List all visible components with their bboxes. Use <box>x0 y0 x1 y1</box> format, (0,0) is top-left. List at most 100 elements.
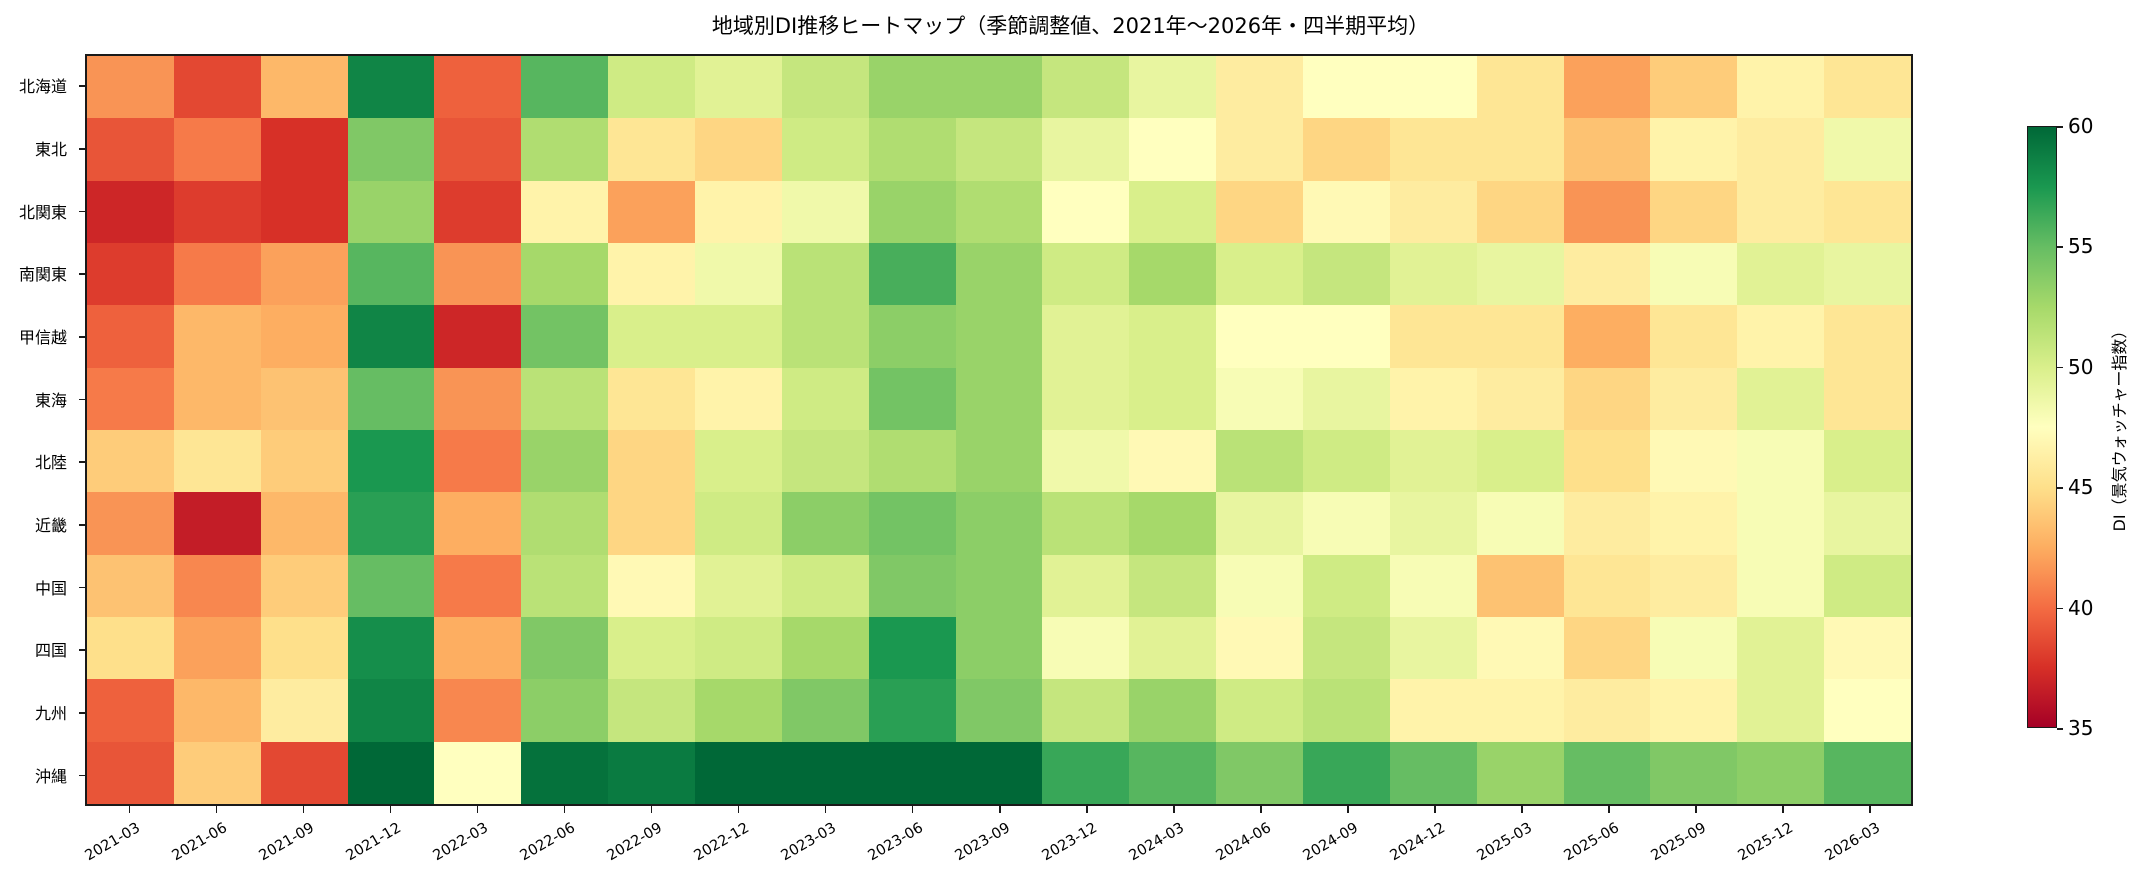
colorbar-tick-mark <box>2057 126 2063 128</box>
heatmap-cell <box>173 367 261 430</box>
heatmap-cell <box>434 429 522 493</box>
heatmap-cell <box>1129 56 1217 119</box>
heatmap-cell <box>1129 305 1217 368</box>
y-tick-mark <box>79 273 85 275</box>
heatmap-cell <box>1042 367 1130 430</box>
x-tick-mark <box>1173 806 1175 813</box>
heatmap-cell <box>1737 554 1825 617</box>
heatmap-cell <box>1476 616 1564 680</box>
heatmap-cell <box>868 118 956 181</box>
heatmap-cell <box>781 554 869 617</box>
heatmap-cell <box>955 492 1043 555</box>
heatmap-cell <box>1042 492 1130 555</box>
heatmap-cell <box>781 679 869 742</box>
heatmap-cell <box>1737 56 1825 119</box>
heatmap-cell <box>1216 367 1303 430</box>
heatmap-cell <box>955 616 1043 680</box>
heatmap-cell <box>694 242 782 306</box>
heatmap-cell <box>434 118 522 181</box>
colorbar-tick-label: 50 <box>2068 354 2094 379</box>
heatmap-cell <box>1042 56 1130 119</box>
heatmap-cell <box>868 741 956 804</box>
heatmap-cell <box>781 741 869 804</box>
heatmap-cell <box>260 242 348 306</box>
heatmap-cell <box>434 492 522 555</box>
y-tick-mark <box>79 586 85 589</box>
heatmap-cell <box>1476 242 1564 306</box>
heatmap-cell <box>1824 367 1911 430</box>
heatmap-cell <box>1476 679 1564 742</box>
heatmap-cell <box>1476 118 1564 181</box>
y-tick-label: 南関東 <box>18 265 67 285</box>
heatmap-cell <box>1042 616 1130 680</box>
heatmap-cell <box>521 741 609 804</box>
y-tick-mark <box>79 85 85 87</box>
heatmap-cell <box>694 492 782 555</box>
heatmap-cell <box>1824 242 1911 306</box>
heatmap-cell <box>173 118 261 181</box>
colorbar-tick-label: 40 <box>2068 595 2094 620</box>
heatmap-cell <box>521 554 609 617</box>
heatmap-cell <box>955 118 1043 181</box>
heatmap-cell <box>694 429 782 493</box>
heatmap-cell <box>1737 118 1825 181</box>
heatmap-cell <box>1302 616 1390 680</box>
heatmap-cell <box>781 118 869 181</box>
heatmap-cell <box>694 56 782 119</box>
x-tick-label: 2026-03 <box>1822 820 1884 865</box>
heatmap-cell <box>1302 554 1390 617</box>
heatmap-cell <box>1302 741 1390 804</box>
heatmap-cell <box>521 305 609 368</box>
heatmap-cell <box>955 242 1043 306</box>
heatmap-cell <box>1824 118 1911 181</box>
x-tick-mark <box>911 806 914 813</box>
heatmap-cell <box>1042 554 1130 617</box>
heatmap-cell <box>1042 305 1130 368</box>
heatmap-cell <box>1737 741 1825 804</box>
heatmap-cell <box>781 180 869 243</box>
heatmap-cell <box>1476 492 1564 555</box>
heatmap-cell <box>1389 492 1477 555</box>
heatmap-cell <box>608 305 695 368</box>
heatmap-cell <box>694 741 782 804</box>
x-tick-mark <box>1608 806 1610 813</box>
heatmap-cell <box>1129 367 1217 430</box>
heatmap-cell <box>521 56 609 119</box>
x-tick-label: 2021-03 <box>82 820 143 865</box>
heatmap-cell <box>347 554 435 617</box>
heatmap-cell <box>694 616 782 680</box>
heatmap-cell <box>1216 492 1303 555</box>
heatmap-cell <box>347 429 435 493</box>
heatmap-cell <box>868 429 956 493</box>
heatmap-cell <box>1824 616 1911 680</box>
heatmap-cell <box>1129 242 1217 306</box>
x-tick-mark <box>1521 806 1523 813</box>
heatmap-cell <box>1737 679 1825 742</box>
heatmap-cell <box>1216 679 1303 742</box>
colorbar-tick-label: 60 <box>2068 114 2094 138</box>
heatmap-cell <box>347 367 435 430</box>
heatmap-cell <box>347 741 435 804</box>
heatmap-cell <box>521 367 609 430</box>
y-tick-mark <box>79 649 85 651</box>
heatmap-grid <box>87 56 1911 804</box>
colorbar-tick-label: 55 <box>2068 234 2094 259</box>
heatmap-cell <box>955 554 1043 617</box>
heatmap-cell <box>781 242 869 306</box>
heatmap-cell <box>1389 741 1477 804</box>
heatmap-cell <box>1389 56 1477 119</box>
heatmap-cell <box>1302 429 1390 493</box>
heatmap-cell <box>608 616 695 680</box>
y-tick-label: 中国 <box>34 578 67 598</box>
heatmap-cell <box>434 367 522 430</box>
heatmap-cell <box>1042 429 1130 493</box>
y-tick-label: 北関東 <box>18 202 67 222</box>
heatmap-cell <box>1389 305 1477 368</box>
heatmap-cell <box>87 554 174 617</box>
heatmap-cell <box>1042 679 1130 742</box>
heatmap-cell <box>1216 741 1303 804</box>
heatmap-cell <box>955 367 1043 430</box>
heatmap-cell <box>1302 367 1390 430</box>
heatmap-cell <box>955 679 1043 742</box>
colorbar-label: DI（景気ウォッチャー指数） <box>2110 322 2129 532</box>
